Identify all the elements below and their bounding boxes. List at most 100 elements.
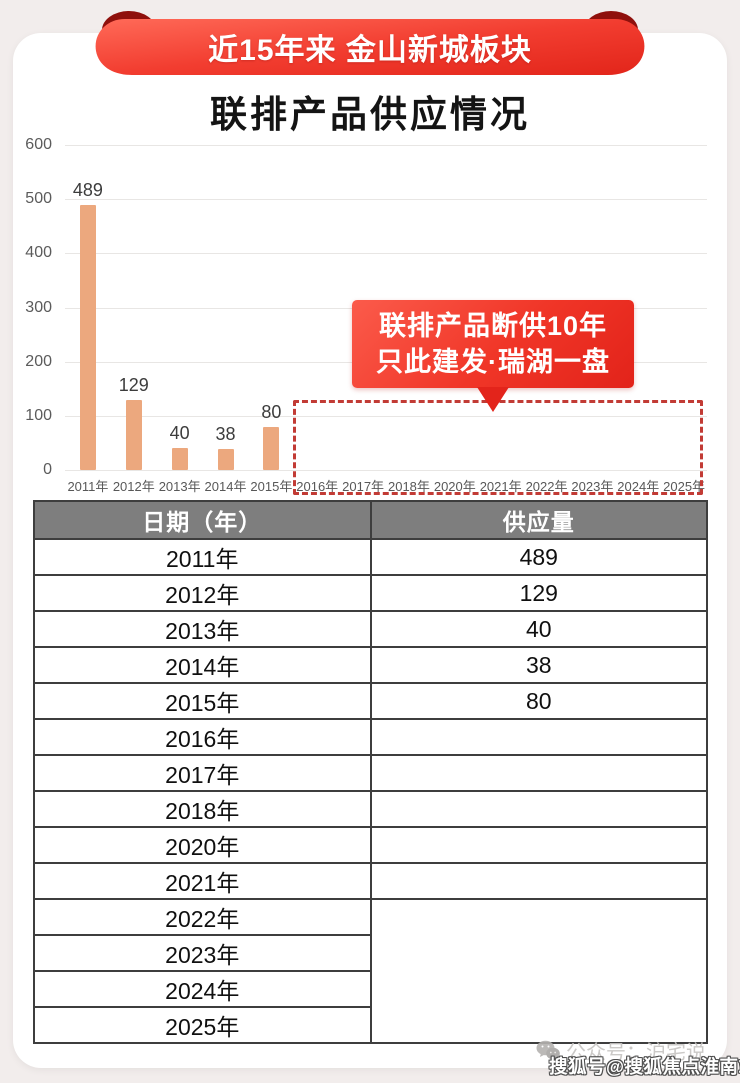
supply-cell bbox=[369, 826, 708, 864]
bar-value-label: 80 bbox=[261, 401, 282, 422]
x-tick-label: 2022年 bbox=[525, 479, 568, 494]
bar bbox=[263, 426, 280, 470]
gridline bbox=[65, 199, 707, 201]
y-tick-label: 400 bbox=[25, 244, 52, 262]
y-tick-label: 200 bbox=[25, 352, 52, 370]
year-cell: 2017年 bbox=[33, 754, 372, 792]
year-cell: 2023年 bbox=[33, 934, 372, 972]
supply-cell-merged bbox=[369, 898, 708, 1044]
supply-table-head: 日期（年） 供应量 bbox=[33, 500, 708, 540]
table-row: 2021年 bbox=[33, 862, 708, 900]
gridline bbox=[65, 253, 707, 255]
x-tick-label: 2025年 bbox=[663, 479, 706, 494]
header-date-cell: 日期（年） bbox=[33, 500, 372, 540]
year-cell: 2013年 bbox=[33, 610, 372, 648]
gridline bbox=[65, 470, 707, 471]
year-cell: 2021年 bbox=[33, 862, 372, 900]
bar-value-label: 40 bbox=[169, 423, 190, 444]
bar-slot-2025年: 2025年 bbox=[661, 145, 707, 494]
supply-cell: 38 bbox=[369, 646, 708, 684]
bar-slot-2020年: 2020年 bbox=[432, 145, 478, 494]
table-row: 2023年 bbox=[33, 934, 707, 972]
wechat-icon bbox=[536, 1040, 560, 1061]
year-cell: 2020年 bbox=[33, 826, 372, 864]
table-row: 2015年 80 bbox=[33, 682, 708, 720]
y-tick-label: 600 bbox=[25, 136, 52, 153]
table-row: 2012年 129 bbox=[33, 574, 708, 612]
table-row: 2014年 38 bbox=[33, 646, 708, 684]
year-cell: 2014年 bbox=[33, 646, 372, 684]
bar bbox=[217, 449, 234, 470]
y-tick-label: 0 bbox=[43, 461, 52, 478]
year-cell: 2025年 bbox=[33, 1006, 372, 1044]
year-cell: 2016年 bbox=[33, 718, 372, 756]
y-tick-label: 100 bbox=[25, 406, 52, 424]
bar-slot-2017年: 2017年 bbox=[340, 145, 386, 494]
wechat-watermark: 公众号：沪宅说 bbox=[536, 1036, 706, 1065]
supply-cell bbox=[369, 754, 708, 792]
table-row: 2016年 bbox=[33, 718, 708, 756]
page-title: 联排产品供应情况 bbox=[210, 94, 530, 135]
supply-table: 日期（年） 供应量 2011年 489 2012年 129 2013年 40 2014年 38… bbox=[33, 500, 708, 1044]
chart-plot-area: 489 2011年 129 2012年 40 2013年 38 2014年 80 2015年 201… bbox=[65, 145, 707, 494]
callout-bubble: 联排产品断供10年 只此建发·瑞湖一盘 bbox=[352, 300, 634, 412]
callout-line-1: 联排产品断供10年 bbox=[378, 311, 608, 341]
supply-cell: 40 bbox=[369, 610, 708, 648]
year-cell: 2012年 bbox=[33, 574, 372, 612]
table-row: 2022年 bbox=[33, 898, 708, 1044]
x-tick-label: 2015年 bbox=[250, 479, 293, 494]
bar bbox=[125, 400, 142, 470]
table-row: 2018年 bbox=[33, 790, 708, 828]
y-tick-label: 500 bbox=[25, 190, 52, 208]
ribbon-title-text: 近15年来 金山新城板块 bbox=[208, 34, 532, 67]
supply-bar-chart: 0 100 200 300 400 500 600 489 2011年 129 2012年 40 20… bbox=[0, 136, 740, 495]
year-cell: 2011年 bbox=[33, 538, 372, 576]
table-row: 2020年 bbox=[33, 826, 708, 864]
supply-cell bbox=[369, 862, 708, 900]
bar-slot-2016年: 2016年 bbox=[294, 145, 340, 494]
wechat-watermark-text: 公众号：沪宅说 bbox=[566, 1042, 706, 1064]
supply-gap-highlight-box bbox=[293, 400, 703, 495]
bar-slot-2015年: 80 2015年 bbox=[248, 145, 294, 494]
bar-slot-2013年: 40 2013年 bbox=[157, 145, 203, 494]
bar-value-label: 129 bbox=[118, 375, 149, 396]
bar-slot-2023年: 2023年 bbox=[569, 145, 615, 494]
supply-cell: 129 bbox=[369, 574, 708, 612]
x-tick-label: 2020年 bbox=[433, 479, 476, 494]
supply-cell bbox=[369, 718, 708, 756]
table-row: 2017年 bbox=[33, 754, 708, 792]
year-cell: 2018年 bbox=[33, 790, 372, 828]
ribbon-shape bbox=[95, 11, 645, 75]
supply-cell: 489 bbox=[369, 538, 708, 576]
x-tick-label: 2012年 bbox=[112, 479, 155, 494]
gridline bbox=[65, 145, 707, 146]
table-row: 2011年 489 bbox=[33, 538, 708, 576]
bar-slot-2014年: 38 2014年 bbox=[203, 145, 249, 494]
bar-slot-2018年: 2018年 bbox=[386, 145, 432, 494]
x-tick-label: 2018年 bbox=[387, 479, 430, 494]
callout-line-2: 只此建发·瑞湖一盘 bbox=[376, 347, 610, 377]
table-row: 2013年 40 bbox=[33, 610, 708, 648]
x-tick-label: 2024年 bbox=[617, 479, 660, 494]
bar-slot-2022年: 2022年 bbox=[524, 145, 570, 494]
sohu-watermark: 搜狐号@搜狐焦点淮南站 bbox=[549, 1056, 740, 1077]
y-axis-labels: 0 100 200 300 400 500 600 bbox=[0, 136, 56, 478]
bar bbox=[171, 448, 188, 470]
table-header-row: 日期（年） 供应量 bbox=[33, 500, 708, 540]
x-tick-label: 2016年 bbox=[296, 479, 339, 494]
table-row: 2025年 bbox=[33, 1006, 707, 1044]
supply-table-body: 2011年 489 2012年 129 2013年 40 2014年 38 2015年 80 201… bbox=[33, 538, 708, 1044]
ribbon-band bbox=[95, 19, 645, 75]
year-cell: 2024年 bbox=[33, 970, 372, 1008]
bar bbox=[79, 205, 96, 470]
x-tick-label: 2014年 bbox=[204, 479, 247, 494]
header-supply-cell: 供应量 bbox=[369, 500, 708, 540]
supply-cell bbox=[369, 790, 708, 828]
x-tick-label: 2023年 bbox=[571, 479, 614, 494]
bar-slot-2011年: 489 2011年 bbox=[65, 145, 111, 494]
bar-value-label: 489 bbox=[72, 180, 103, 201]
bar-value-label: 38 bbox=[215, 424, 236, 445]
bar-slot-2024年: 2024年 bbox=[615, 145, 661, 494]
callout-pointer-triangle bbox=[477, 387, 509, 412]
ribbon-banner: 近15年来 金山新城板块 bbox=[95, 6, 645, 86]
